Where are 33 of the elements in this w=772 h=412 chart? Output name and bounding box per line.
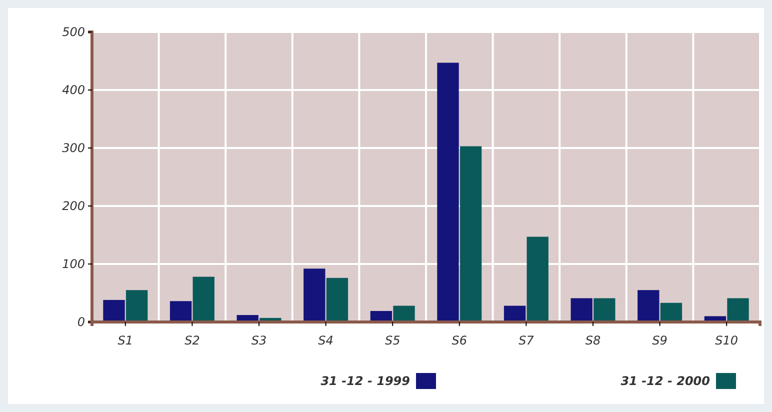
y-tick-label: 500	[62, 24, 86, 39]
bar	[192, 276, 214, 322]
y-tick-label: 100	[62, 256, 86, 271]
bar	[638, 290, 660, 322]
y-tick-label: 300	[62, 140, 86, 155]
bar	[570, 298, 592, 322]
bar	[103, 300, 125, 322]
bar	[170, 301, 192, 322]
bar	[460, 146, 482, 322]
y-tick-label: 200	[62, 198, 86, 213]
bar	[326, 278, 348, 322]
bar	[126, 290, 148, 322]
x-tick-label: S1	[118, 334, 134, 348]
y-tick-label: 0	[77, 314, 86, 329]
y-tick-label: 400	[62, 82, 86, 97]
x-tick-label: S4	[318, 334, 334, 348]
x-tick-label: S8	[585, 334, 601, 348]
x-tick-label: S9	[652, 334, 668, 348]
bar	[594, 298, 616, 322]
bar	[437, 62, 459, 322]
bar	[526, 236, 548, 322]
x-tick-label: S7	[518, 334, 534, 348]
x-tick-label: S10	[715, 334, 738, 348]
x-tick-label: S2	[184, 334, 200, 348]
x-tick-label: S3	[251, 334, 267, 348]
legend-label: 31 -12 - 2000	[620, 374, 710, 388]
bar	[727, 298, 749, 322]
bar	[393, 306, 415, 322]
x-tick-label: S6	[452, 334, 468, 348]
bar	[304, 268, 326, 322]
x-tick-label: S5	[384, 334, 400, 348]
bar	[660, 302, 682, 322]
legend-label: 31 -12 - 1999	[320, 374, 410, 388]
